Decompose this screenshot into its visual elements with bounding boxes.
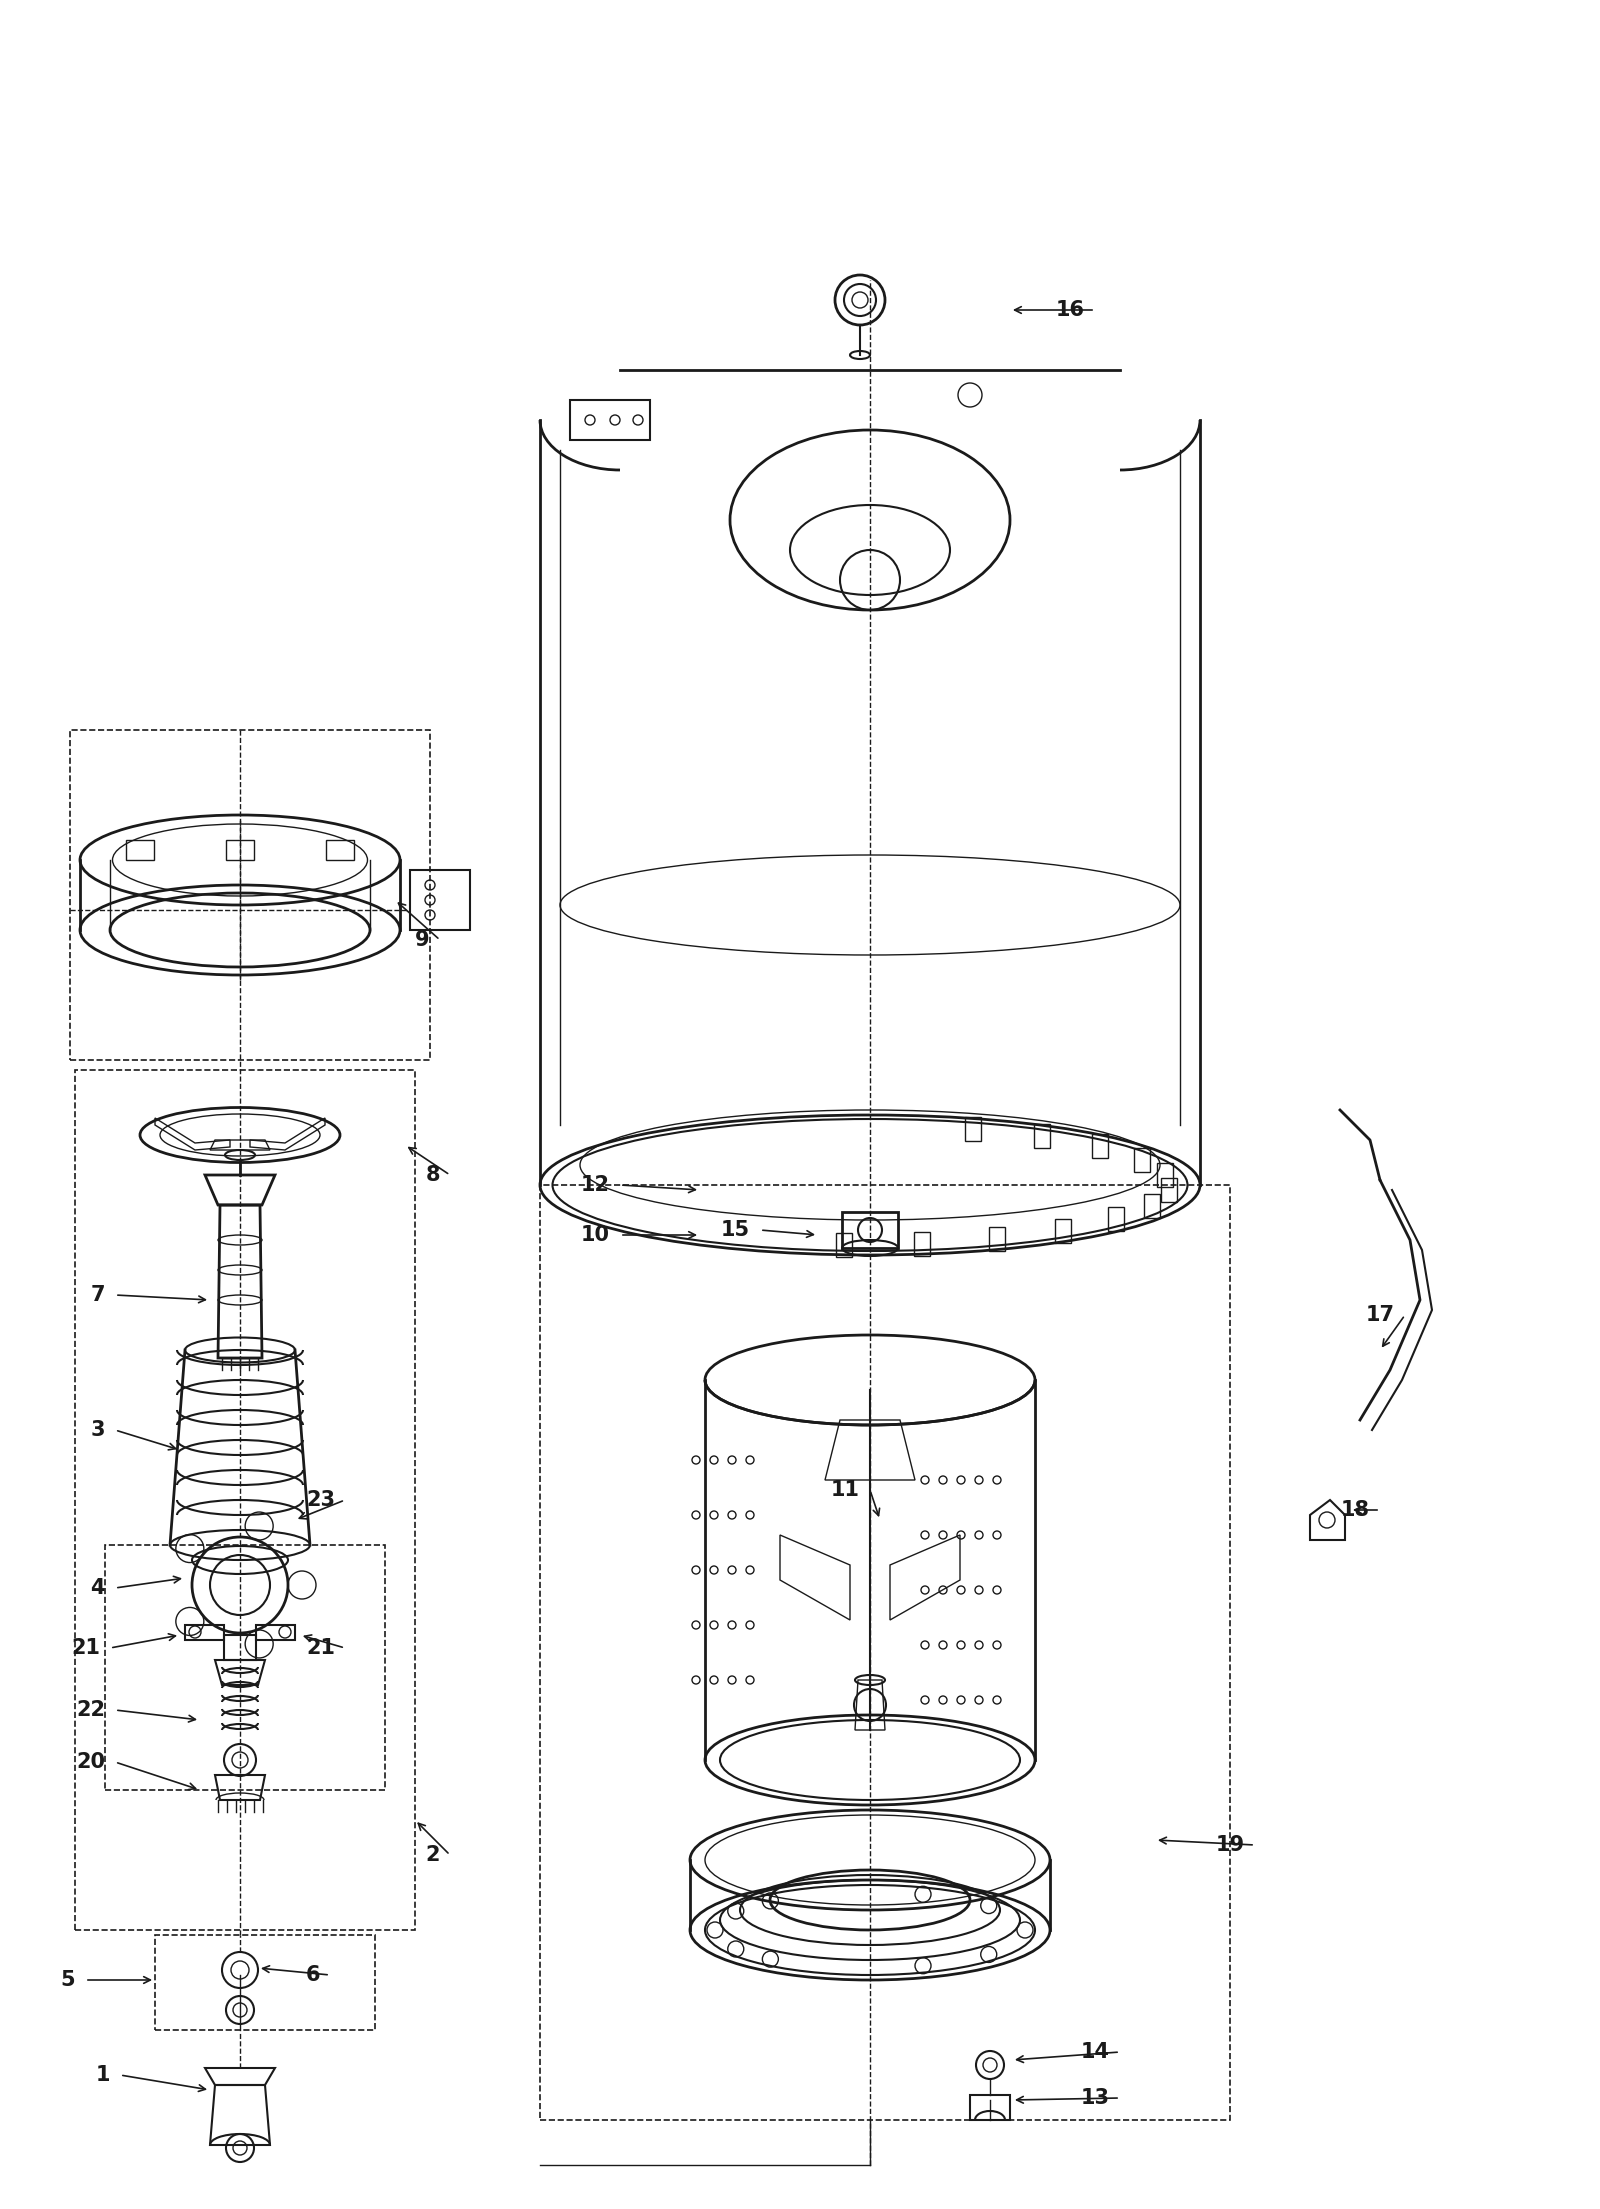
Text: 22: 22 — [77, 1701, 106, 1721]
Text: 4: 4 — [91, 1577, 106, 1597]
Text: 11: 11 — [830, 1480, 861, 1500]
Text: 10: 10 — [581, 1226, 610, 1246]
Text: 8: 8 — [426, 1164, 440, 1184]
Text: 2: 2 — [426, 1845, 440, 1864]
Text: 3: 3 — [91, 1420, 106, 1440]
Text: 23: 23 — [306, 1491, 334, 1511]
Text: 15: 15 — [722, 1219, 750, 1239]
Text: 6: 6 — [306, 1966, 320, 1986]
Text: 9: 9 — [416, 930, 430, 950]
Text: 13: 13 — [1082, 2088, 1110, 2107]
Text: 18: 18 — [1341, 1500, 1370, 1520]
Text: 21: 21 — [306, 1639, 334, 1659]
Text: 21: 21 — [70, 1639, 99, 1659]
Text: 17: 17 — [1366, 1306, 1395, 1325]
Text: 1: 1 — [96, 2065, 110, 2085]
Text: 19: 19 — [1216, 1836, 1245, 1856]
Text: 16: 16 — [1056, 300, 1085, 320]
Text: 20: 20 — [77, 1752, 106, 1772]
Text: 14: 14 — [1082, 2041, 1110, 2061]
Text: 7: 7 — [91, 1286, 106, 1306]
Text: 5: 5 — [61, 1970, 75, 1990]
Text: 12: 12 — [581, 1175, 610, 1195]
